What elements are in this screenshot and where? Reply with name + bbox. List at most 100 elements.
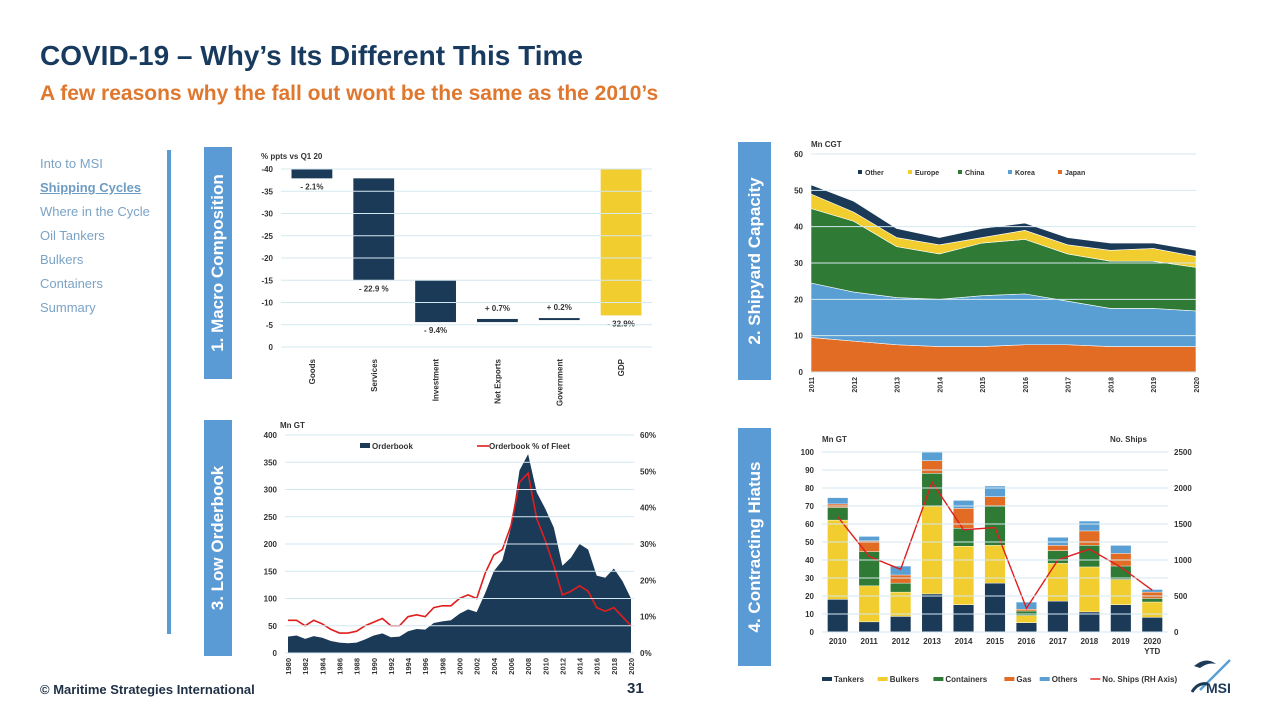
y-tick-label: 100 [264,595,278,604]
y-tick-label: 20 [794,295,803,304]
data-label: + 0.7% [485,304,510,313]
bar-tankers [1016,623,1037,632]
y-axis-title: Mn CGT [811,140,842,149]
x-tick-label: 2002 [473,658,482,675]
y-tick-label: -30 [261,210,273,219]
bar-services [353,178,395,281]
y-tick-label: 40 [805,556,814,565]
area-other [810,184,1197,257]
section-label-contracting: 4. Contracting Hiatus [738,428,771,666]
x-tick-label: Investment [432,359,441,402]
y-tick-label: -35 [261,187,273,196]
x-tick-label: 2015 [980,377,987,393]
y-tick-label: -20 [261,254,273,263]
nav-item-oil-tankers[interactable]: Oil Tankers [40,228,105,243]
x-tick-label: Net Exports [493,358,502,403]
section-label-orderbook: 3. Low Orderbook [204,420,232,656]
bar-others [859,536,880,541]
nav-item-intro[interactable]: Into to MSI [40,156,103,171]
y-tick-label: 10 [805,610,814,619]
bar-others [827,497,848,504]
x-tick-label: 2011 [861,637,879,646]
nav-item-containers[interactable]: Containers [40,276,103,291]
bar-bulkers [1047,563,1068,601]
bar-others [1110,545,1131,554]
x-tick-label: 2017 [1066,377,1073,393]
y2-tick-label: 10% [640,613,656,622]
data-label: - 2.1% [300,182,323,191]
bar-bulkers [1110,579,1131,605]
bar-tankers [890,616,911,632]
y2-tick-label: 0 [1174,628,1179,637]
area-orderbook [288,454,631,653]
line-no-ships [837,480,1153,610]
bar-bulkers [1142,602,1163,618]
bar-others [953,500,974,509]
legend-label: Korea [1015,170,1035,177]
nav-item-bulkers[interactable]: Bulkers [40,252,84,267]
x-tick-label: 2018 [1108,377,1115,393]
y-tick-label: 40 [794,223,803,232]
data-label: - 32.9% [607,319,635,328]
x-tick-label: 2019 [1112,637,1130,646]
copyright: © Maritime Strategies International [40,682,255,697]
y-tick-label: -40 [261,165,273,174]
bar-gdp [600,169,642,316]
x-tick-label: 2012 [892,637,910,646]
bar-others [1016,602,1037,609]
bar-tankers [922,594,943,632]
y2-tick-label: 30% [640,540,656,549]
y-tick-label: 10 [794,332,803,341]
bar-containers [1016,611,1037,616]
bar-tankers [859,622,880,632]
bar-bulkers [1079,567,1100,612]
x-tick-label: 2010 [541,658,550,675]
y-tick-label: 50 [805,538,814,547]
x-tick-label: 2018 [610,658,619,675]
waterfall-chart: - 2.1% Goods - 22.9 % Services - 9.4% Investm… [291,169,642,406]
bar-tankers [1142,617,1163,632]
y-tick-label: 60 [794,150,803,159]
y2-tick-label: 500 [1174,592,1188,601]
bar-net-exports [477,318,518,323]
bar-bulkers [859,586,880,622]
x-tick-label: 2010 [829,637,847,646]
y-tick-label: 100 [801,448,815,457]
nav-item-summary[interactable]: Summary [40,300,96,315]
bar-tankers [1110,605,1131,632]
y2-tick-label: 0% [640,649,652,658]
x-tick-label: 2012 [558,658,567,675]
x-tick-label: 2019 [1151,377,1158,393]
bar-bulkers [984,545,1006,583]
x-tick-label: 2015 [986,637,1004,646]
section-label-shipyard: 2. Shipyard Capacity [738,142,771,380]
x-tick-label: GDP [617,358,626,376]
x-tick-label: 2013 [895,377,902,393]
bar-bulkers [922,506,943,594]
bar-tankers [953,605,974,632]
nav-item-where-in-cycle[interactable]: Where in the Cycle [40,204,150,219]
x-tick-label: 1996 [421,658,430,675]
y2-tick-label: 2000 [1174,484,1192,493]
svg-text:MSI: MSI [1206,680,1231,696]
x-tick-label: 2014 [955,637,973,646]
data-label: - 9.4% [424,326,447,335]
y-axis-title: Mn GT [822,435,847,444]
bar-containers [984,506,1006,546]
legend-swatch [1008,170,1012,174]
legend-label: Europe [915,170,939,177]
legend-label: Bulkers [890,675,920,684]
x-tick-label: 1984 [318,657,327,675]
x-tick-label: Services [370,358,379,391]
y-tick-label: 20 [805,592,814,601]
legend-swatch [908,170,912,174]
page-number: 31 [627,680,644,697]
x-tick-label: 2012 [852,377,859,393]
nav-item-shipping-cycles[interactable]: Shipping Cycles [40,180,142,195]
x-tick-label: 2020 [627,658,636,675]
y2-tick-label: 60% [640,431,656,440]
bar-others [1047,537,1068,546]
y-tick-label: 150 [264,567,278,576]
x-tick-label: 2017 [1049,637,1067,646]
